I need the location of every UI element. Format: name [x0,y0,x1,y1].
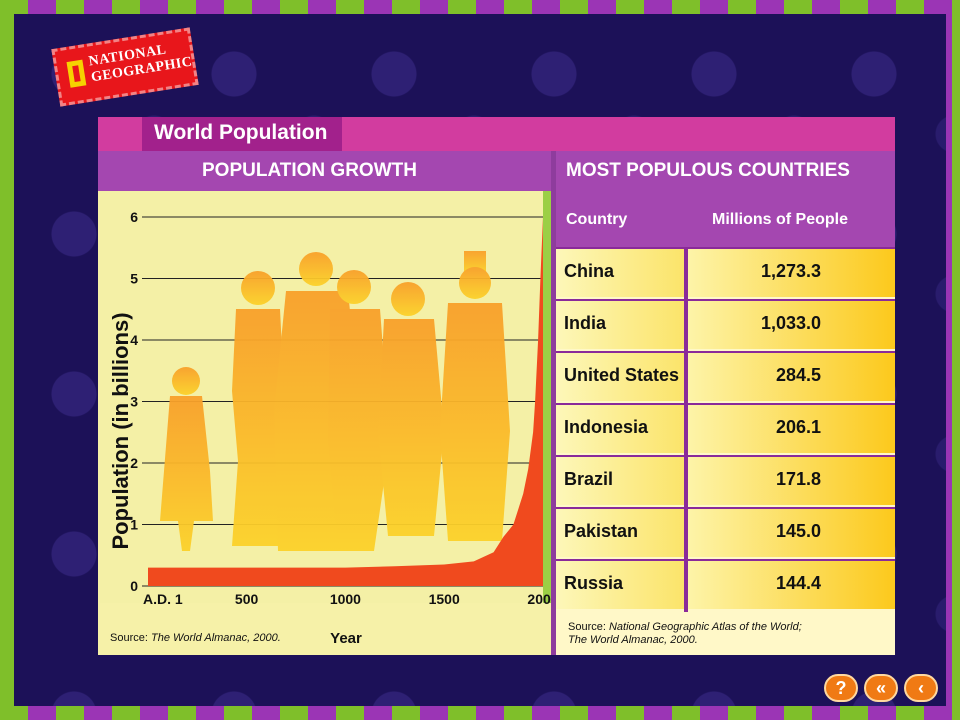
y-tick-label: 5 [130,271,138,287]
title-shadow [142,117,342,151]
back-button[interactable]: ‹ [904,674,938,702]
family-silhouette [160,251,510,551]
table-source: Source: National Geographic Atlas of the… [568,621,802,647]
table-header: Country Millions of People [556,191,895,247]
population-value: 144.4 [775,573,821,593]
population-chart: 0 1 2 3 4 5 6 A.D. 1 500 1000 1500 2000 Population … [100,191,559,647]
table-row: United States 284.5 [556,351,895,401]
population-area [148,217,543,586]
x-tick-label: 1500 [429,591,460,607]
country-column-header: Country [566,211,628,228]
table-source-label: Source: [568,621,606,633]
y-tick-label: 2 [130,455,138,471]
y-tick-label: 4 [130,332,138,348]
value-cell: 1,273.3 [688,249,895,297]
x-tick-label: A.D. 1 [143,591,183,607]
population-value: 206.1 [775,417,821,437]
chart-source-label: Source: [110,632,148,644]
country-cell: Pakistan [556,509,684,557]
back-double-button[interactable]: « [864,674,898,702]
population-value: 1,273.3 [760,261,821,281]
table-row: Brazil 171.8 [556,455,895,505]
table-row: Pakistan 145.0 [556,507,895,557]
y-axis-label: Population (in billions) [108,312,133,549]
table-row: China 1,273.3 [556,247,895,297]
table-row: Russia 144.4 [556,559,895,609]
title-bar: World Population [98,117,895,151]
most-populous-heading: MOST POPULOUS COUNTRIES [566,160,850,181]
chart-source: Source: The World Almanac, 2000. [110,632,281,644]
chart-source-text: The World Almanac, 2000. [150,632,281,644]
panel-divider [551,151,556,655]
value-cell: 284.5 [688,353,895,401]
y-tick-label: 6 [130,209,138,225]
value-cell: 1,033.0 [688,301,895,349]
country-name: United States [564,365,680,385]
country-cell: Russia [556,561,684,609]
x-tick-label: 2000 [527,591,551,607]
value-cell: 144.4 [688,561,895,609]
country-name: Pakistan [564,521,639,541]
country-name: China [564,261,615,281]
country-cell: China [556,249,684,297]
populous-countries-table: Country Millions of People China 1,273.3 I… [556,191,895,655]
table-source-line-1: National Geographic Atlas of the World; [608,621,802,633]
y-tick-label: 0 [130,578,138,594]
page-title: World Population [154,121,328,144]
country-name: Indonesia [564,417,649,437]
country-name: Brazil [564,469,614,489]
population-value: 171.8 [775,469,821,489]
chart-area: 0 1 2 3 4 5 6 A.D. 1 500 1000 1500 2000 Population … [98,191,559,655]
population-value: 145.0 [775,521,821,541]
logo-text: NATIONAL GEOGRAPHIC [88,39,194,87]
right-header: MOST POPULOUS COUNTRIES [556,151,895,191]
country-cell: United States [556,353,684,401]
country-cell: Indonesia [556,405,684,453]
x-axis-label: Year [330,630,362,647]
plot-right-edge [543,191,551,603]
x-tick-label: 1000 [330,591,361,607]
table-row: India 1,033.0 [556,299,895,349]
value-cell: 145.0 [688,509,895,557]
population-value: 284.5 [775,365,821,385]
population-growth-heading: POPULATION GROWTH [202,160,417,181]
value-cell: 206.1 [688,405,895,453]
y-tick-label: 1 [130,517,138,533]
table-source-line-2: The World Almanac, 2000. [568,634,698,646]
table-row: Indonesia 206.1 [556,403,895,453]
world-population-panel: World Population POPULATION GROWTH MOST … [98,117,895,655]
value-cell: 171.8 [688,457,895,505]
millions-column-header: Millions of People [712,211,849,228]
column-separator [684,247,688,612]
y-tick-label: 3 [130,394,138,410]
yellow-rectangle-icon [66,59,87,88]
country-cell: Brazil [556,457,684,505]
country-cell: India [556,301,684,349]
help-button[interactable]: ? [824,674,858,702]
left-header: POPULATION GROWTH [98,151,551,191]
country-name: India [564,313,607,333]
x-tick-label: 500 [235,591,259,607]
population-value: 1,033.0 [760,313,821,333]
country-name: Russia [564,573,624,593]
